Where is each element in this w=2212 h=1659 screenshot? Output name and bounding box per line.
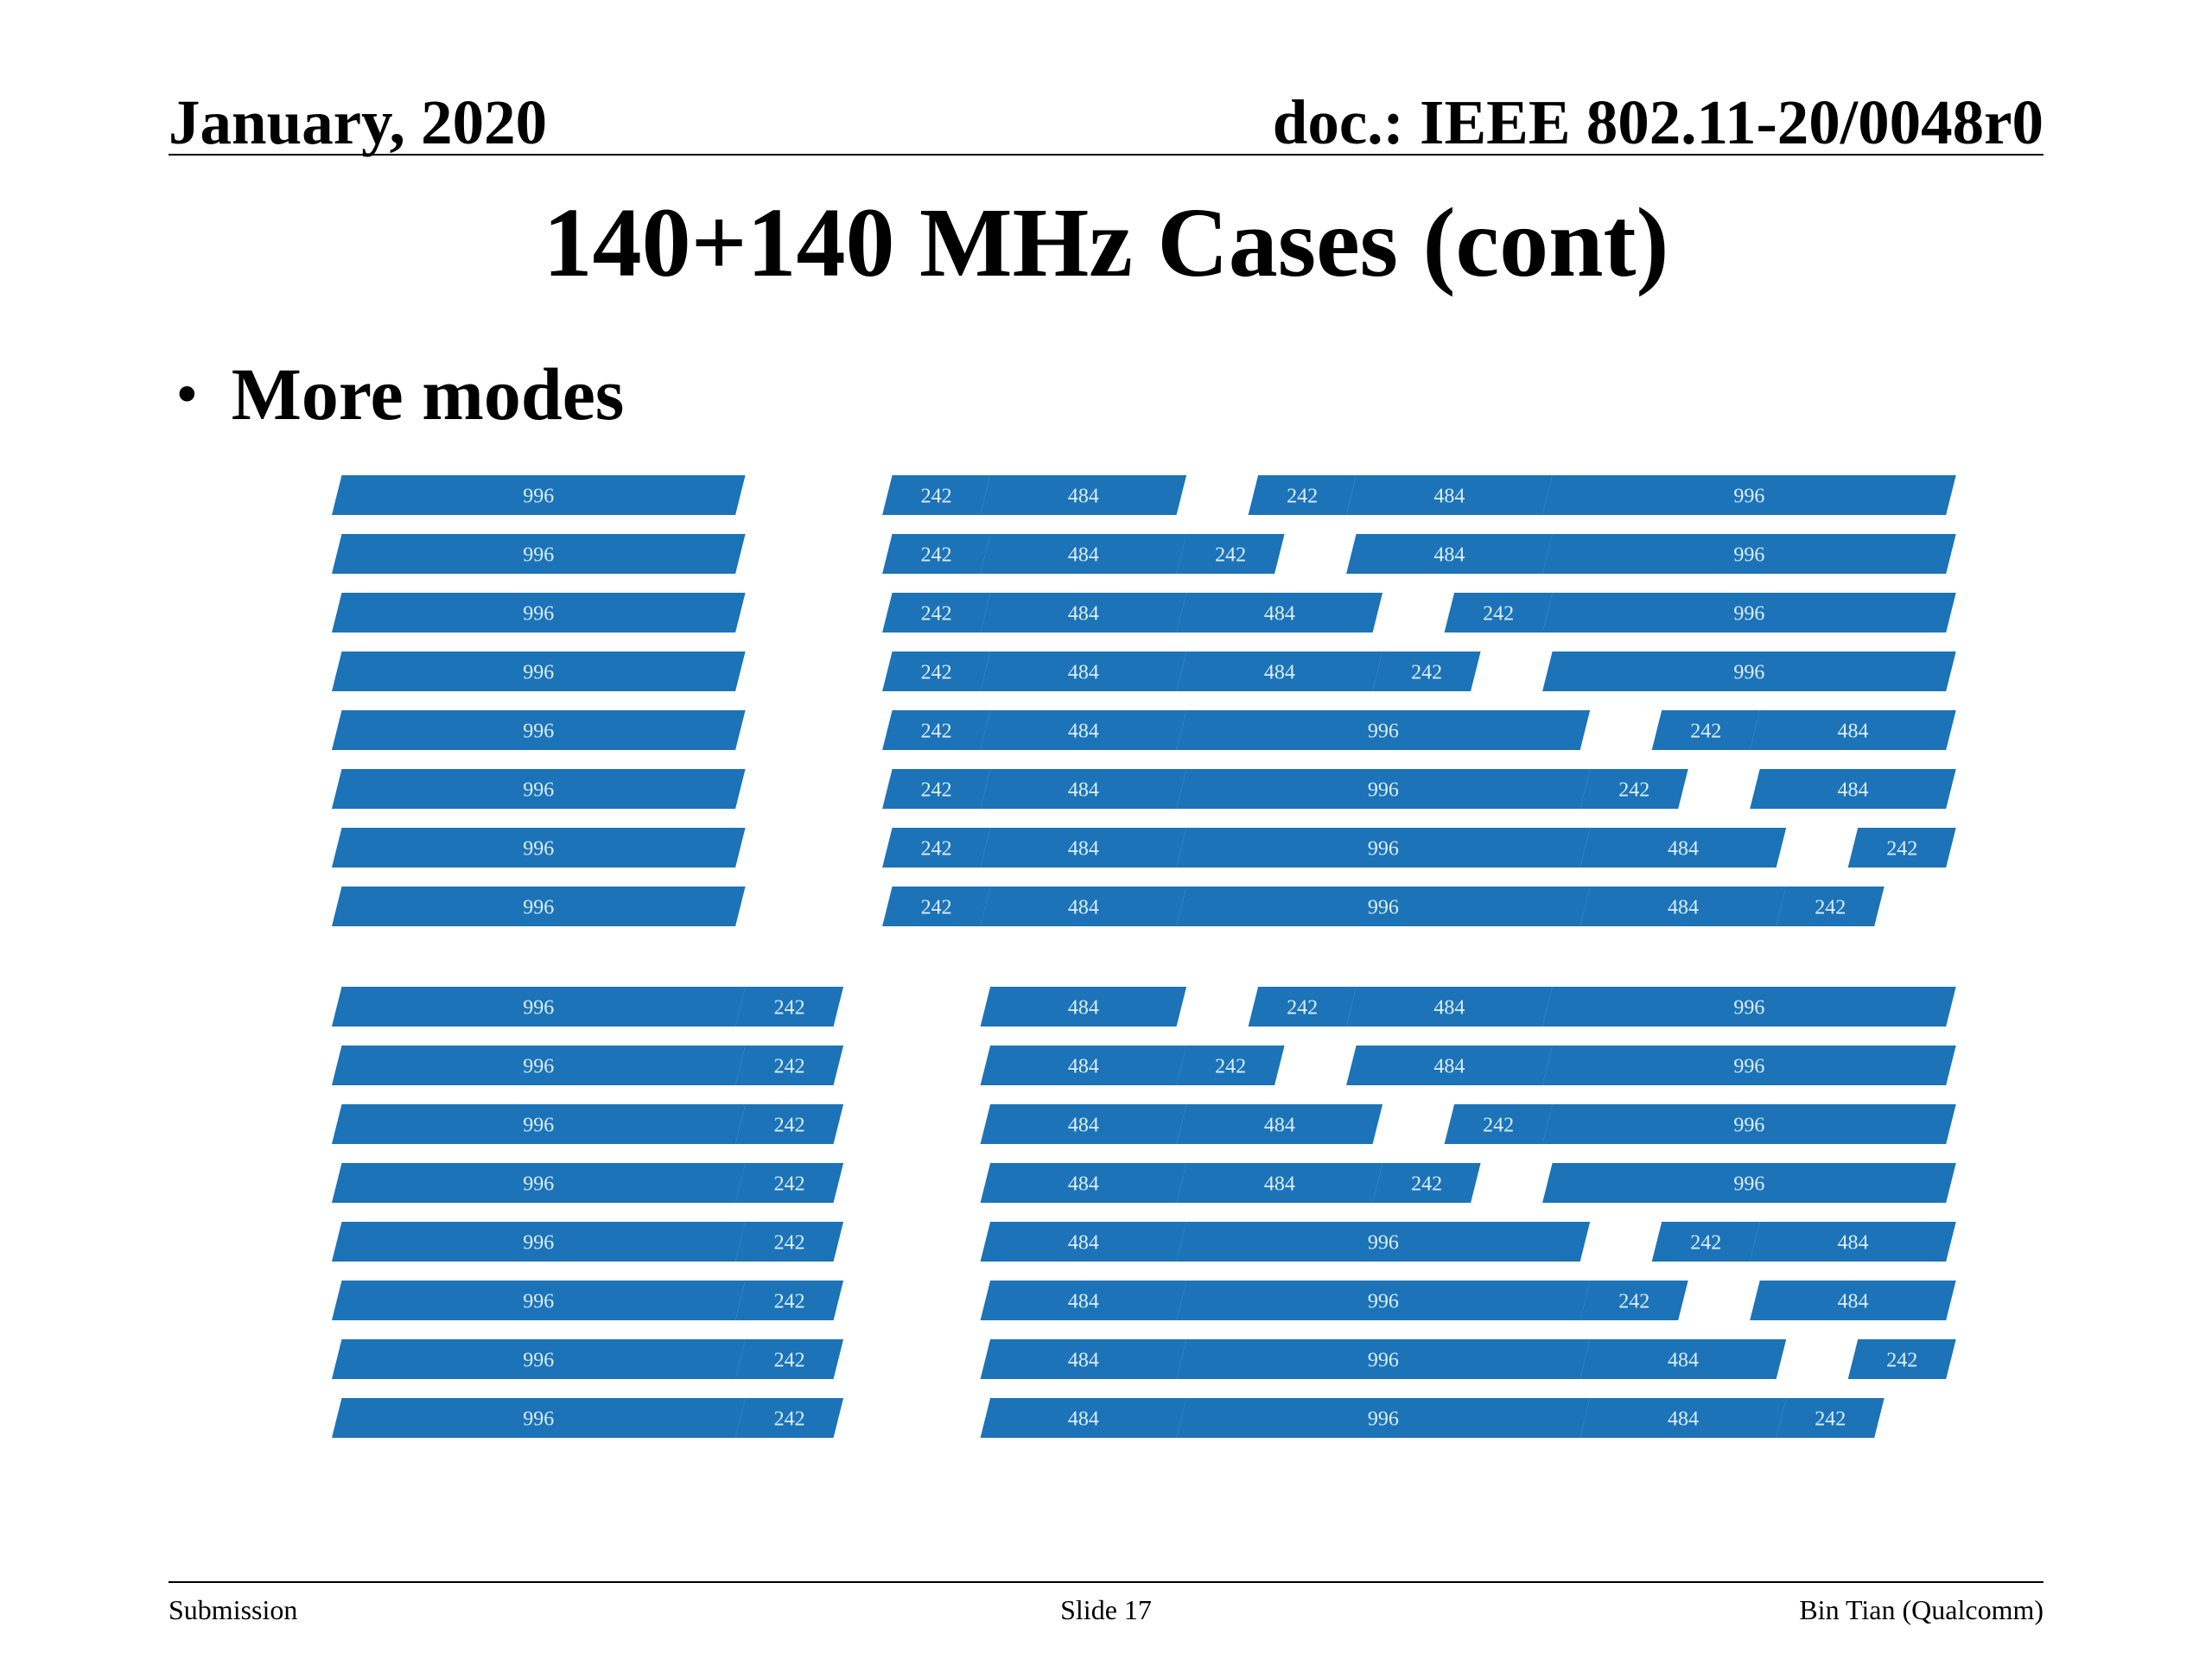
svg-text:996: 996 (1733, 661, 1764, 683)
svg-text:996: 996 (523, 543, 554, 566)
svg-text:242: 242 (921, 543, 952, 566)
svg-text:242: 242 (774, 1055, 805, 1077)
svg-text:996: 996 (523, 1231, 554, 1254)
svg-text:484: 484 (1068, 485, 1099, 507)
svg-text:242: 242 (921, 485, 952, 507)
svg-text:484: 484 (1668, 1349, 1699, 1371)
svg-text:484: 484 (1068, 1055, 1099, 1077)
svg-text:996: 996 (1368, 1408, 1399, 1430)
svg-text:996: 996 (523, 996, 554, 1019)
svg-text:242: 242 (921, 602, 952, 625)
svg-text:996: 996 (523, 602, 554, 625)
svg-text:996: 996 (523, 1408, 554, 1430)
svg-text:484: 484 (1838, 720, 1869, 742)
svg-text:484: 484 (1264, 661, 1295, 683)
svg-text:242: 242 (1618, 779, 1649, 801)
svg-text:996: 996 (523, 1349, 554, 1371)
svg-text:484: 484 (1068, 720, 1099, 742)
svg-text:996: 996 (523, 1055, 554, 1077)
svg-text:996: 996 (1733, 996, 1764, 1019)
svg-text:242: 242 (921, 720, 952, 742)
svg-text:484: 484 (1668, 1408, 1699, 1430)
svg-text:484: 484 (1068, 1231, 1099, 1254)
svg-text:242: 242 (921, 661, 952, 683)
svg-text:242: 242 (774, 1231, 805, 1254)
svg-text:484: 484 (1068, 779, 1099, 801)
svg-text:996: 996 (1733, 602, 1764, 625)
svg-text:484: 484 (1068, 543, 1099, 566)
svg-text:996: 996 (1733, 1055, 1764, 1077)
svg-text:242: 242 (774, 1349, 805, 1371)
svg-text:484: 484 (1068, 1173, 1099, 1195)
svg-text:996: 996 (523, 837, 554, 860)
svg-text:996: 996 (1368, 720, 1399, 742)
svg-text:996: 996 (523, 485, 554, 507)
svg-text:242: 242 (1886, 1349, 1917, 1371)
svg-text:996: 996 (523, 896, 554, 918)
svg-text:996: 996 (1733, 485, 1764, 507)
svg-text:242: 242 (1287, 996, 1318, 1019)
svg-text:484: 484 (1433, 1055, 1465, 1077)
svg-text:996: 996 (523, 1114, 554, 1136)
svg-text:242: 242 (1215, 1055, 1246, 1077)
svg-text:996: 996 (1733, 543, 1764, 566)
svg-text:242: 242 (1411, 661, 1442, 683)
svg-text:484: 484 (1838, 1290, 1869, 1313)
svg-text:484: 484 (1068, 996, 1099, 1019)
svg-text:996: 996 (1368, 1349, 1399, 1371)
svg-text:242: 242 (774, 1290, 805, 1313)
svg-text:242: 242 (1411, 1173, 1442, 1195)
svg-text:484: 484 (1668, 837, 1699, 860)
svg-text:484: 484 (1068, 1408, 1099, 1430)
svg-text:242: 242 (774, 1173, 805, 1195)
svg-text:484: 484 (1068, 837, 1099, 860)
svg-text:242: 242 (1483, 602, 1514, 625)
svg-text:484: 484 (1838, 779, 1869, 801)
svg-text:242: 242 (1483, 1114, 1514, 1136)
svg-text:484: 484 (1264, 1173, 1295, 1195)
svg-text:484: 484 (1433, 996, 1465, 1019)
svg-text:996: 996 (1368, 1231, 1399, 1254)
svg-text:484: 484 (1068, 602, 1099, 625)
svg-text:242: 242 (1618, 1290, 1649, 1313)
svg-text:996: 996 (1733, 1114, 1764, 1136)
svg-text:996: 996 (523, 661, 554, 683)
svg-text:242: 242 (1287, 485, 1318, 507)
svg-text:242: 242 (1886, 837, 1917, 860)
svg-text:242: 242 (1690, 720, 1721, 742)
svg-text:996: 996 (1368, 837, 1399, 860)
svg-text:484: 484 (1264, 1114, 1295, 1136)
svg-text:484: 484 (1068, 1349, 1099, 1371)
svg-text:484: 484 (1068, 661, 1099, 683)
svg-text:996: 996 (523, 779, 554, 801)
svg-text:484: 484 (1068, 1290, 1099, 1313)
svg-text:996: 996 (1368, 779, 1399, 801)
svg-text:242: 242 (1690, 1231, 1721, 1254)
svg-text:242: 242 (921, 896, 952, 918)
svg-text:996: 996 (523, 1173, 554, 1195)
svg-text:484: 484 (1433, 485, 1465, 507)
svg-text:484: 484 (1668, 896, 1699, 918)
svg-text:242: 242 (774, 1408, 805, 1430)
svg-text:242: 242 (1815, 896, 1846, 918)
svg-text:242: 242 (774, 1114, 805, 1136)
svg-text:996: 996 (1733, 1173, 1764, 1195)
svg-text:996: 996 (1368, 1290, 1399, 1313)
svg-text:996: 996 (523, 1290, 554, 1313)
svg-text:242: 242 (1815, 1408, 1846, 1430)
svg-text:242: 242 (1215, 543, 1246, 566)
svg-text:484: 484 (1068, 896, 1099, 918)
svg-text:242: 242 (921, 837, 952, 860)
svg-text:484: 484 (1068, 1114, 1099, 1136)
svg-text:242: 242 (921, 779, 952, 801)
svg-text:484: 484 (1838, 1231, 1869, 1254)
svg-text:484: 484 (1433, 543, 1465, 566)
svg-text:484: 484 (1264, 602, 1295, 625)
svg-text:242: 242 (774, 996, 805, 1019)
svg-text:996: 996 (523, 720, 554, 742)
svg-text:996: 996 (1368, 896, 1399, 918)
